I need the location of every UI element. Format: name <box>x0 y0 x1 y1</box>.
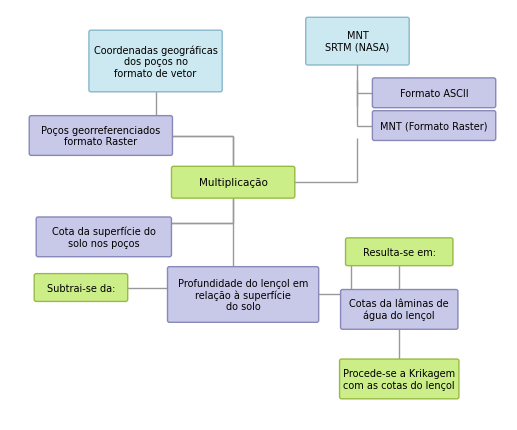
FancyBboxPatch shape <box>168 267 318 322</box>
FancyBboxPatch shape <box>172 167 295 199</box>
Text: Coordenadas geográficas
dos poços no
formato de vetor: Coordenadas geográficas dos poços no for… <box>94 45 218 79</box>
Text: Subtrai-se da:: Subtrai-se da: <box>47 283 115 293</box>
Text: Formato ASCII: Formato ASCII <box>400 89 468 98</box>
Text: MNT
SRTM (NASA): MNT SRTM (NASA) <box>325 31 390 53</box>
FancyBboxPatch shape <box>345 238 453 266</box>
Text: MNT (Formato Raster): MNT (Formato Raster) <box>381 121 488 131</box>
FancyBboxPatch shape <box>372 111 496 141</box>
FancyBboxPatch shape <box>34 274 128 302</box>
FancyBboxPatch shape <box>340 359 459 399</box>
FancyBboxPatch shape <box>89 31 222 92</box>
FancyBboxPatch shape <box>36 218 172 257</box>
FancyBboxPatch shape <box>372 79 496 108</box>
Text: Poços georreferenciados
formato Raster: Poços georreferenciados formato Raster <box>41 126 160 147</box>
Text: Resulta-se em:: Resulta-se em: <box>363 247 436 257</box>
Text: Multiplicação: Multiplicação <box>199 178 268 188</box>
Text: Cotas da lâminas de
água do lençol: Cotas da lâminas de água do lençol <box>349 298 449 321</box>
Text: Procede-se a Krikagem
com as cotas do lençol: Procede-se a Krikagem com as cotas do le… <box>343 368 455 390</box>
Text: Profundidade do lençol em
relação à superfície
do solo: Profundidade do lençol em relação à supe… <box>178 278 308 312</box>
FancyBboxPatch shape <box>29 117 173 156</box>
FancyBboxPatch shape <box>306 18 409 66</box>
Text: Cota da superfície do
solo nos poços: Cota da superfície do solo nos poços <box>52 226 156 249</box>
FancyBboxPatch shape <box>341 290 458 329</box>
